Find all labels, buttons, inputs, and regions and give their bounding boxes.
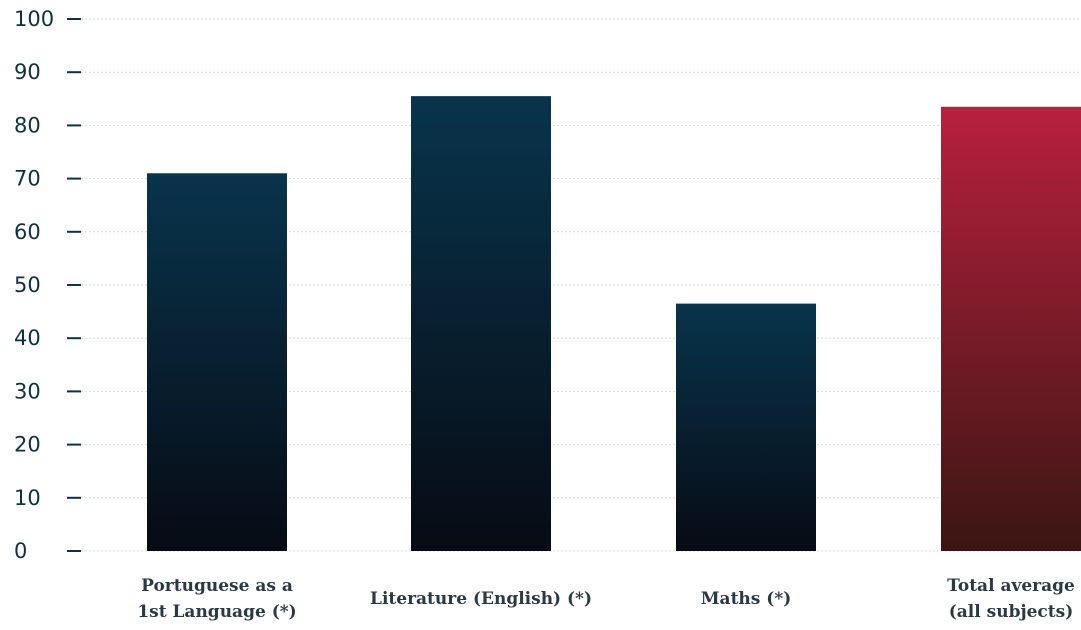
y-tick-label-20: 20 — [14, 433, 41, 457]
bar-2 — [676, 303, 816, 551]
y-tick-label-60: 60 — [14, 220, 41, 244]
y-tick-label-30: 30 — [14, 379, 41, 403]
y-tick-label-100: 100 — [14, 7, 54, 31]
bar-1 — [411, 96, 551, 551]
y-tick-label-90: 90 — [14, 60, 41, 84]
y-tick-label-10: 10 — [14, 486, 41, 510]
bars — [147, 96, 1081, 551]
x-axis-labels: Portuguese as a 1st Language (*) Literatur… — [137, 576, 1075, 622]
x-category-label-3: Total average (all subjects) — [947, 576, 1075, 622]
x-category-label-1: Literature (English) (*) — [370, 589, 592, 609]
y-tick-label-50: 50 — [14, 273, 41, 297]
x-category-label-2: Maths (*) — [701, 589, 792, 609]
grid-lines — [81, 18, 1081, 552]
y-tick-label-0: 0 — [14, 539, 27, 563]
y-tick-label-70: 70 — [14, 167, 41, 191]
y-tick-label-80: 80 — [14, 113, 41, 137]
x-category-label-0: Portuguese as a 1st Language (*) — [137, 576, 296, 622]
y-tick-label-40: 40 — [14, 326, 41, 350]
bar-3 — [941, 106, 1081, 551]
bar-0 — [147, 173, 287, 551]
y-axis: 0 10 20 30 40 50 60 70 80 90 100 — [14, 7, 81, 563]
